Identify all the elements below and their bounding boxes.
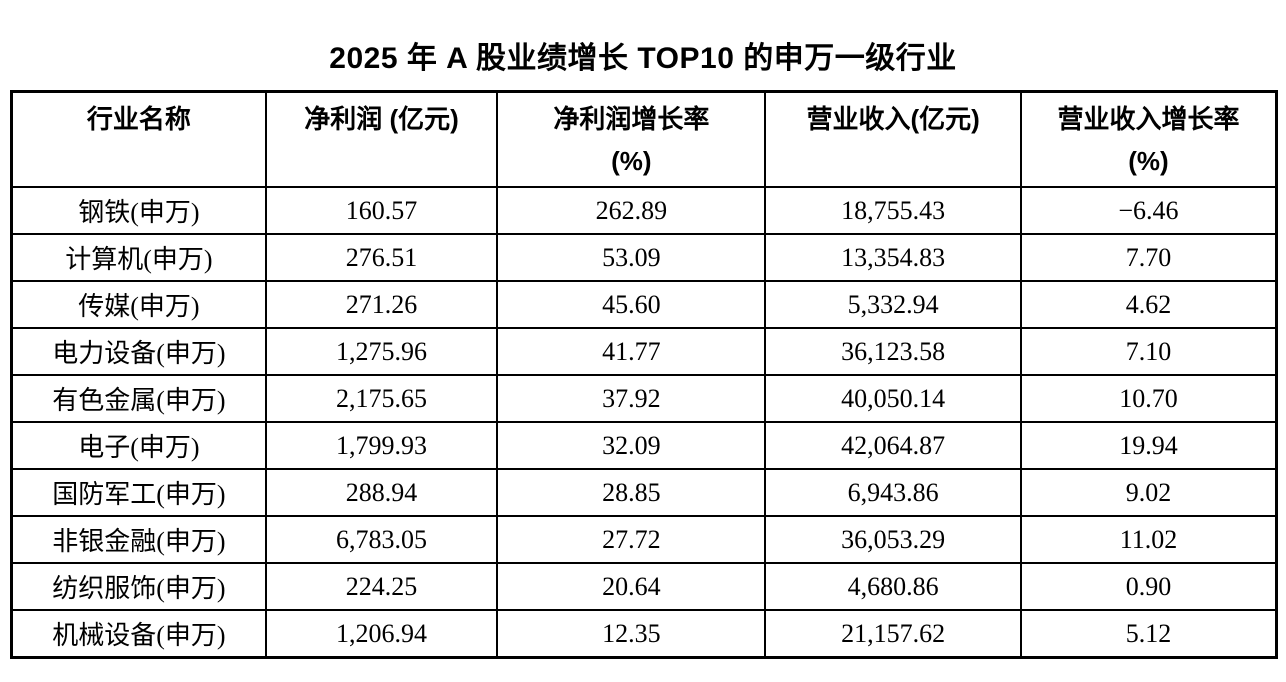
cell-revenue: 36,123.58 [764, 327, 1022, 376]
table-row: 纺织服饰(申万) 224.25 20.64 4,680.86 0.90 [10, 562, 1278, 611]
cell-net-profit: 160.57 [264, 186, 499, 235]
cell-revenue: 13,354.83 [764, 233, 1022, 282]
cell-net-profit: 1,275.96 [264, 327, 499, 376]
column-header-industry: 行业名称 [10, 90, 267, 188]
cell-revenue-growth: 19.94 [1019, 421, 1278, 470]
industry-growth-table: 行业名称 净利润 (亿元) 净利润增长率 (%) 营业收入(亿元) 营业收入增长… [10, 90, 1278, 659]
table-header: 行业名称 净利润 (亿元) 净利润增长率 (%) 营业收入(亿元) 营业收入增长… [10, 90, 1278, 188]
cell-net-profit-growth: 32.09 [496, 421, 767, 470]
cell-revenue: 40,050.14 [764, 374, 1022, 423]
cell-net-profit: 2,175.65 [264, 374, 499, 423]
column-header-unit [767, 140, 1019, 182]
cell-revenue-growth: 5.12 [1019, 609, 1278, 659]
column-header-label: 净利润 (亿元) [304, 104, 459, 134]
cell-revenue: 4,680.86 [764, 562, 1022, 611]
cell-net-profit: 1,799.93 [264, 421, 499, 470]
cell-revenue-growth: 4.62 [1019, 280, 1278, 329]
cell-net-profit: 271.26 [264, 280, 499, 329]
cell-industry: 有色金属(申万) [10, 374, 267, 423]
cell-revenue-growth: 7.70 [1019, 233, 1278, 282]
cell-net-profit-growth: 37.92 [496, 374, 767, 423]
cell-industry: 计算机(申万) [10, 233, 267, 282]
cell-revenue: 36,053.29 [764, 515, 1022, 564]
cell-industry: 纺织服饰(申万) [10, 562, 267, 611]
cell-net-profit: 6,783.05 [264, 515, 499, 564]
column-header-net-profit: 净利润 (亿元) [264, 90, 499, 188]
cell-revenue-growth: 0.90 [1019, 562, 1278, 611]
column-header-label: 营业收入(亿元) [806, 104, 980, 134]
column-header-revenue: 营业收入(亿元) [764, 90, 1022, 188]
column-header-label: 净利润增长率 [553, 104, 710, 134]
table-row: 非银金融(申万) 6,783.05 27.72 36,053.29 11.02 [10, 515, 1278, 564]
table-row: 计算机(申万) 276.51 53.09 13,354.83 7.70 [10, 233, 1278, 282]
cell-net-profit-growth: 27.72 [496, 515, 767, 564]
cell-revenue-growth: 10.70 [1019, 374, 1278, 423]
cell-net-profit: 1,206.94 [264, 609, 499, 659]
cell-revenue: 6,943.86 [764, 468, 1022, 517]
cell-industry: 电力设备(申万) [10, 327, 267, 376]
table-row: 有色金属(申万) 2,175.65 37.92 40,050.14 10.70 [10, 374, 1278, 423]
cell-net-profit-growth: 20.64 [496, 562, 767, 611]
cell-revenue: 18,755.43 [764, 186, 1022, 235]
cell-industry: 传媒(申万) [10, 280, 267, 329]
cell-net-profit: 276.51 [264, 233, 499, 282]
table-row: 钢铁(申万) 160.57 262.89 18,755.43 −6.46 [10, 186, 1278, 235]
cell-net-profit: 288.94 [264, 468, 499, 517]
cell-net-profit-growth: 28.85 [496, 468, 767, 517]
cell-industry: 国防军工(申万) [10, 468, 267, 517]
cell-revenue: 42,064.87 [764, 421, 1022, 470]
column-header-revenue-growth: 营业收入增长率 (%) [1019, 90, 1278, 188]
cell-net-profit-growth: 53.09 [496, 233, 767, 282]
table-row: 传媒(申万) 271.26 45.60 5,332.94 4.62 [10, 280, 1278, 329]
table-row: 电力设备(申万) 1,275.96 41.77 36,123.58 7.10 [10, 327, 1278, 376]
column-header-unit [268, 140, 495, 182]
cell-industry: 电子(申万) [10, 421, 267, 470]
column-header-label: 行业名称 [86, 104, 191, 134]
page-title: 2025 年 A 股业绩增长 TOP10 的申万一级行业 [329, 42, 957, 75]
cell-net-profit-growth: 12.35 [496, 609, 767, 659]
cell-net-profit-growth: 41.77 [496, 327, 767, 376]
cell-industry: 机械设备(申万) [10, 609, 267, 659]
table-header-row: 行业名称 净利润 (亿元) 净利润增长率 (%) 营业收入(亿元) 营业收入增长… [10, 90, 1278, 188]
table-row: 机械设备(申万) 1,206.94 12.35 21,157.62 5.12 [10, 609, 1278, 659]
cell-net-profit-growth: 45.60 [496, 280, 767, 329]
cell-revenue-growth: 9.02 [1019, 468, 1278, 517]
cell-industry: 钢铁(申万) [10, 186, 267, 235]
cell-industry: 非银金融(申万) [10, 515, 267, 564]
cell-net-profit: 224.25 [264, 562, 499, 611]
column-header-unit: (%) [1128, 146, 1169, 176]
cell-revenue-growth: 7.10 [1019, 327, 1278, 376]
column-header-unit [14, 140, 264, 182]
table-row: 电子(申万) 1,799.93 32.09 42,064.87 19.94 [10, 421, 1278, 470]
cell-revenue-growth: 11.02 [1019, 515, 1278, 564]
table-body: 钢铁(申万) 160.57 262.89 18,755.43 −6.46 计算机… [10, 186, 1278, 659]
column-header-unit: (%) [611, 146, 652, 176]
table-row: 国防军工(申万) 288.94 28.85 6,943.86 9.02 [10, 468, 1278, 517]
column-header-label: 营业收入增长率 [1057, 104, 1240, 134]
cell-revenue-growth: −6.46 [1019, 186, 1278, 235]
cell-net-profit-growth: 262.89 [496, 186, 767, 235]
column-header-net-profit-growth: 净利润增长率 (%) [496, 90, 767, 188]
cell-revenue: 5,332.94 [764, 280, 1022, 329]
cell-revenue: 21,157.62 [764, 609, 1022, 659]
